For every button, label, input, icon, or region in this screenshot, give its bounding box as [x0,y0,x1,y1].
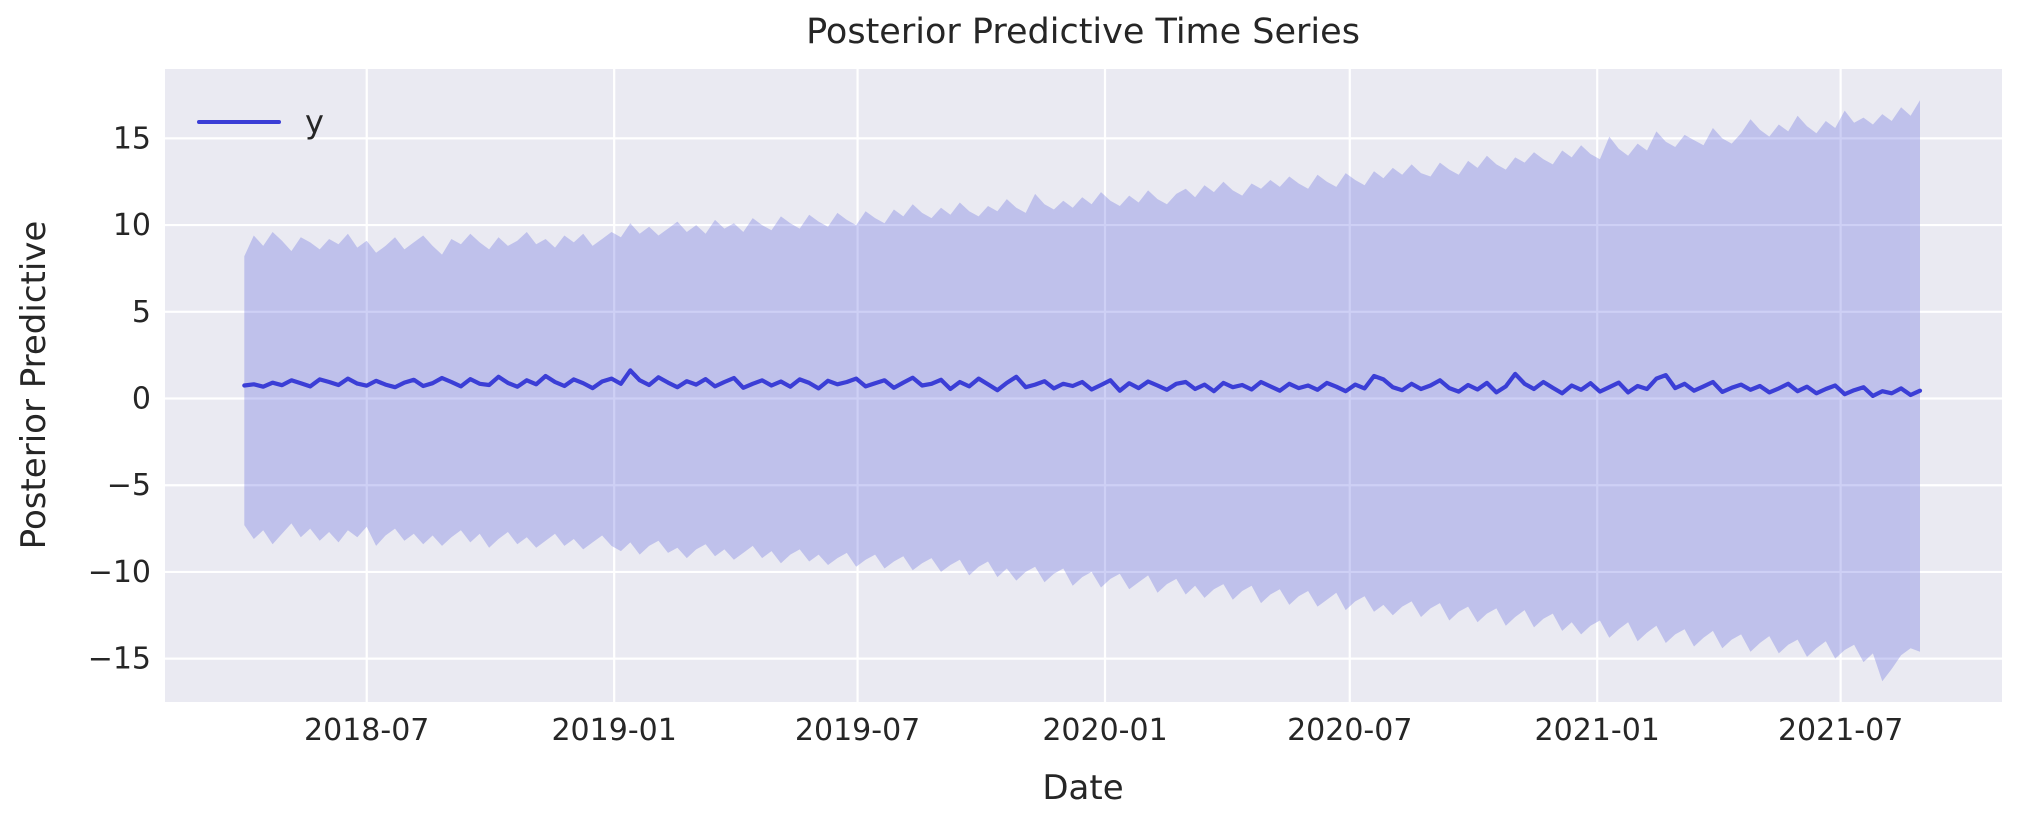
chart-title: Posterior Predictive Time Series [806,12,1360,52]
x-tick-label: 2018-07 [304,713,429,748]
legend-line-swatch [197,119,281,125]
y-tick-label: −15 [88,642,151,677]
y-tick-label: 10 [113,208,151,243]
y-tick-label: 15 [113,121,151,156]
y-tick-label: −5 [107,468,151,503]
x-tick-label: 2019-01 [551,713,676,748]
x-axis-label: Date [1042,768,1124,808]
legend: y [197,104,324,140]
x-tick-label: 2021-01 [1535,713,1660,748]
y-axis-label: Posterior Predictive [14,220,54,550]
x-tick-label: 2020-07 [1287,713,1412,748]
y-series-line [242,368,1923,398]
legend-label: y [305,103,324,141]
x-tick-label: 2021-07 [1778,713,1903,748]
y-tick-label: −10 [88,555,151,590]
credible-interval-band [244,100,1920,682]
x-tick-label: 2020-01 [1042,713,1167,748]
x-tick-label: 2019-07 [795,713,920,748]
y-tick-label: 0 [132,382,151,417]
y-tick-label: 5 [132,295,151,330]
